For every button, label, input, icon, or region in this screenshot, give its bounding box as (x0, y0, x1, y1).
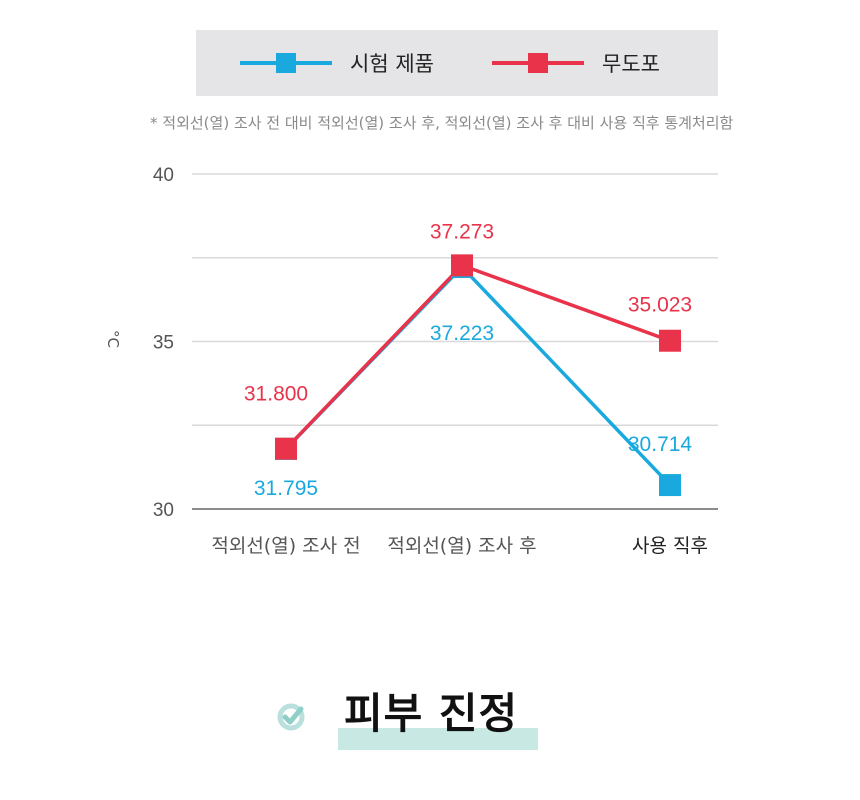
data-point (275, 437, 297, 460)
data-label: 30.714 (628, 433, 693, 456)
data-label: 37.273 (430, 220, 494, 243)
data-label: 37.223 (430, 322, 494, 345)
footnote: * 적외선(열) 조사 전 대비 적외선(열) 조사 후, 적외선(열) 조사 … (150, 114, 734, 132)
y-axis-label: °C (104, 330, 122, 348)
line-chart: 30 35 40 °C 적외선(열) 조사 전 적외선(열) 조사 후 사용 직후 31.79… (104, 165, 718, 557)
legend-swatch-test-product (240, 53, 332, 73)
data-label: 35.023 (628, 294, 692, 317)
y-tick-label: 30 (153, 500, 174, 521)
x-tick-label: 적외선(열) 조사 후 (387, 535, 536, 557)
y-tick-label: 40 (153, 165, 174, 186)
y-tick-label: 35 (153, 333, 174, 354)
data-label: 31.800 (244, 383, 308, 406)
data-point (659, 329, 681, 352)
legend-item-test-product: 시험 제품 (240, 30, 434, 96)
legend-label-test-product: 시험 제품 (350, 52, 434, 76)
series-line-untreated (284, 263, 671, 450)
data-point (451, 254, 473, 277)
legend-label-untreated: 무도포 (602, 52, 660, 76)
data-label: 31.795 (254, 477, 318, 500)
x-tick-label: 사용 직후 (632, 535, 708, 557)
page-title: 피부 진정 (344, 689, 519, 738)
check-circle-icon (277, 703, 305, 731)
data-point (659, 474, 681, 497)
legend-swatch-untreated (492, 53, 584, 73)
title-highlight-bar (338, 728, 538, 750)
legend: 시험 제품 무도포 (196, 30, 718, 96)
x-tick-label: 적외선(열) 조사 전 (211, 535, 360, 557)
legend-item-untreated: 무도포 (492, 30, 660, 96)
section-title: 피부 진정 (0, 680, 860, 760)
series-line-test-product (284, 264, 672, 487)
